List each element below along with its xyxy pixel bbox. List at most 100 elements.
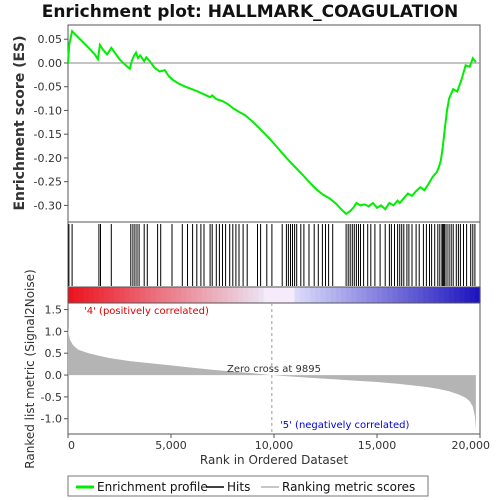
heatbar-cell (428, 287, 435, 303)
heatbar-cell (68, 287, 74, 303)
heatbar-cell (124, 287, 131, 303)
es-y-tick-label: -0.10 (34, 104, 62, 117)
heatbar-cell (330, 287, 337, 303)
es-y-tick-label: 0.00 (38, 57, 63, 70)
heatbar-cell (134, 287, 141, 303)
heatbar-cell (315, 287, 321, 303)
heatbar-cell (459, 287, 466, 303)
heatbar-cell (212, 287, 218, 303)
heatbar-cell (340, 287, 347, 303)
heatbar-cell (129, 287, 136, 303)
chart-title: Enrichment plot: HALLMARK_COAGULATION (42, 2, 459, 22)
heatbar-cell (299, 287, 306, 303)
heatbar-cell (104, 287, 110, 303)
heatbar-cell (171, 287, 177, 303)
legend: Enrichment profile Hits Ranking metric s… (67, 475, 429, 497)
es-y-ticks: 0.05 0.00 -0.05 -0.10 -0.15 -0.20 -0.25 -0.30 (34, 33, 68, 212)
heatbar-cell (351, 287, 357, 303)
es-y-axis-title: Enrichment score (ES) (12, 35, 28, 210)
heatbar-cell (279, 287, 285, 303)
heatbar-cell (243, 287, 249, 303)
hits-marks (68, 224, 476, 286)
es-y-tick-label: 0.05 (38, 33, 63, 46)
heatbar-cell (397, 287, 404, 303)
heatbar-cell (294, 287, 301, 303)
zero-cross-annotation: Zero cross at 9895 (227, 364, 321, 375)
x-tick-label: 10,000 (255, 439, 294, 452)
ranking-metric-area (68, 327, 476, 430)
positive-correlation-label: '4' (positively correlated) (84, 306, 209, 317)
metric-y-tick-label: -1.0 (41, 413, 62, 426)
es-y-tick-label: -0.30 (34, 199, 62, 212)
legend-label-metric: Ranking metric scores (282, 480, 415, 494)
heatbar-cell (186, 287, 193, 303)
heatbar-cell (356, 287, 363, 303)
x-tick-label: 15,000 (358, 439, 397, 452)
legend-label-profile: Enrichment profile (97, 480, 208, 494)
heatbar-cell (268, 287, 275, 303)
heatbar-cell (433, 287, 440, 303)
enrichment-profile-line (67, 29, 477, 216)
metric-y-tick-label: 1.5 (45, 304, 63, 317)
heatbar-cell (181, 287, 188, 303)
metric-x-ticks: 0 5,000 10,000 15,000 20,000 (67, 434, 491, 452)
heatbar-cell (227, 287, 234, 303)
heatbar-cell (207, 287, 213, 303)
heatbar-cell (449, 287, 455, 303)
heatbar-cell (119, 287, 126, 303)
heatbar-cell (469, 287, 476, 303)
x-tick-label: 0 (68, 439, 75, 452)
heatbar-cell (274, 287, 280, 303)
heatbar-cell (191, 287, 198, 303)
heatbar-cell (325, 287, 332, 303)
heatbar-cell (361, 287, 368, 303)
x-tick-label: 5,000 (155, 439, 187, 452)
negative-correlation-label: '5' (negatively correlated) (280, 420, 409, 431)
heatbar-cell (165, 287, 172, 303)
heatbar-cell (217, 287, 224, 303)
heatbar-cell (253, 287, 260, 303)
heatbar-cell (387, 287, 394, 303)
heatbar-cell (320, 287, 327, 303)
legend-box (67, 475, 429, 497)
heatbar-cell (114, 287, 121, 303)
heatbar-cell (196, 287, 203, 303)
metric-y-axis-title: Ranked list metric (Signal2Noise) (23, 269, 37, 468)
hits-panel-frame (67, 221, 481, 288)
heatbar-cell (377, 287, 383, 303)
heatbar-cell (150, 287, 157, 303)
metric-y-tick-label: 0.0 (45, 369, 63, 382)
es-y-tick-label: -0.20 (34, 152, 62, 165)
x-tick-label: 20,000 (452, 439, 491, 452)
heatbar-cell (423, 287, 430, 303)
correlation-color-bar (68, 287, 481, 303)
es-y-tick-label: -0.15 (34, 128, 62, 141)
heatbar-cell (346, 287, 352, 303)
heatbar-cell (371, 287, 378, 303)
heatbar-cell (284, 287, 291, 303)
heatbar-cell (454, 287, 460, 303)
heatbar-cell (145, 287, 151, 303)
heatbar-cell (88, 287, 95, 303)
heatbar-cell (418, 287, 424, 303)
heatbar-cell (98, 287, 105, 303)
heatbar-cell (392, 287, 399, 303)
heatbar-cell (438, 287, 445, 303)
heatbar-cell (382, 287, 388, 303)
metric-y-tick-label: 1.0 (45, 325, 63, 338)
heatbar-cell (289, 287, 296, 303)
heatbar-cell (443, 287, 450, 303)
heatbar-cell (258, 287, 265, 303)
heatbar-cell (222, 287, 229, 303)
heatbar-cell (155, 287, 162, 303)
heatbar-cell (109, 287, 115, 303)
heatbar-cell (78, 287, 85, 303)
heatbar-cell (160, 287, 167, 303)
heatbar-cell (413, 287, 419, 303)
heatbar-cell (407, 287, 414, 303)
heatbar-cell (263, 287, 270, 303)
legend-label-hits: Hits (227, 480, 250, 494)
heatbar-cell (237, 287, 244, 303)
heatbar-cell (335, 287, 342, 303)
